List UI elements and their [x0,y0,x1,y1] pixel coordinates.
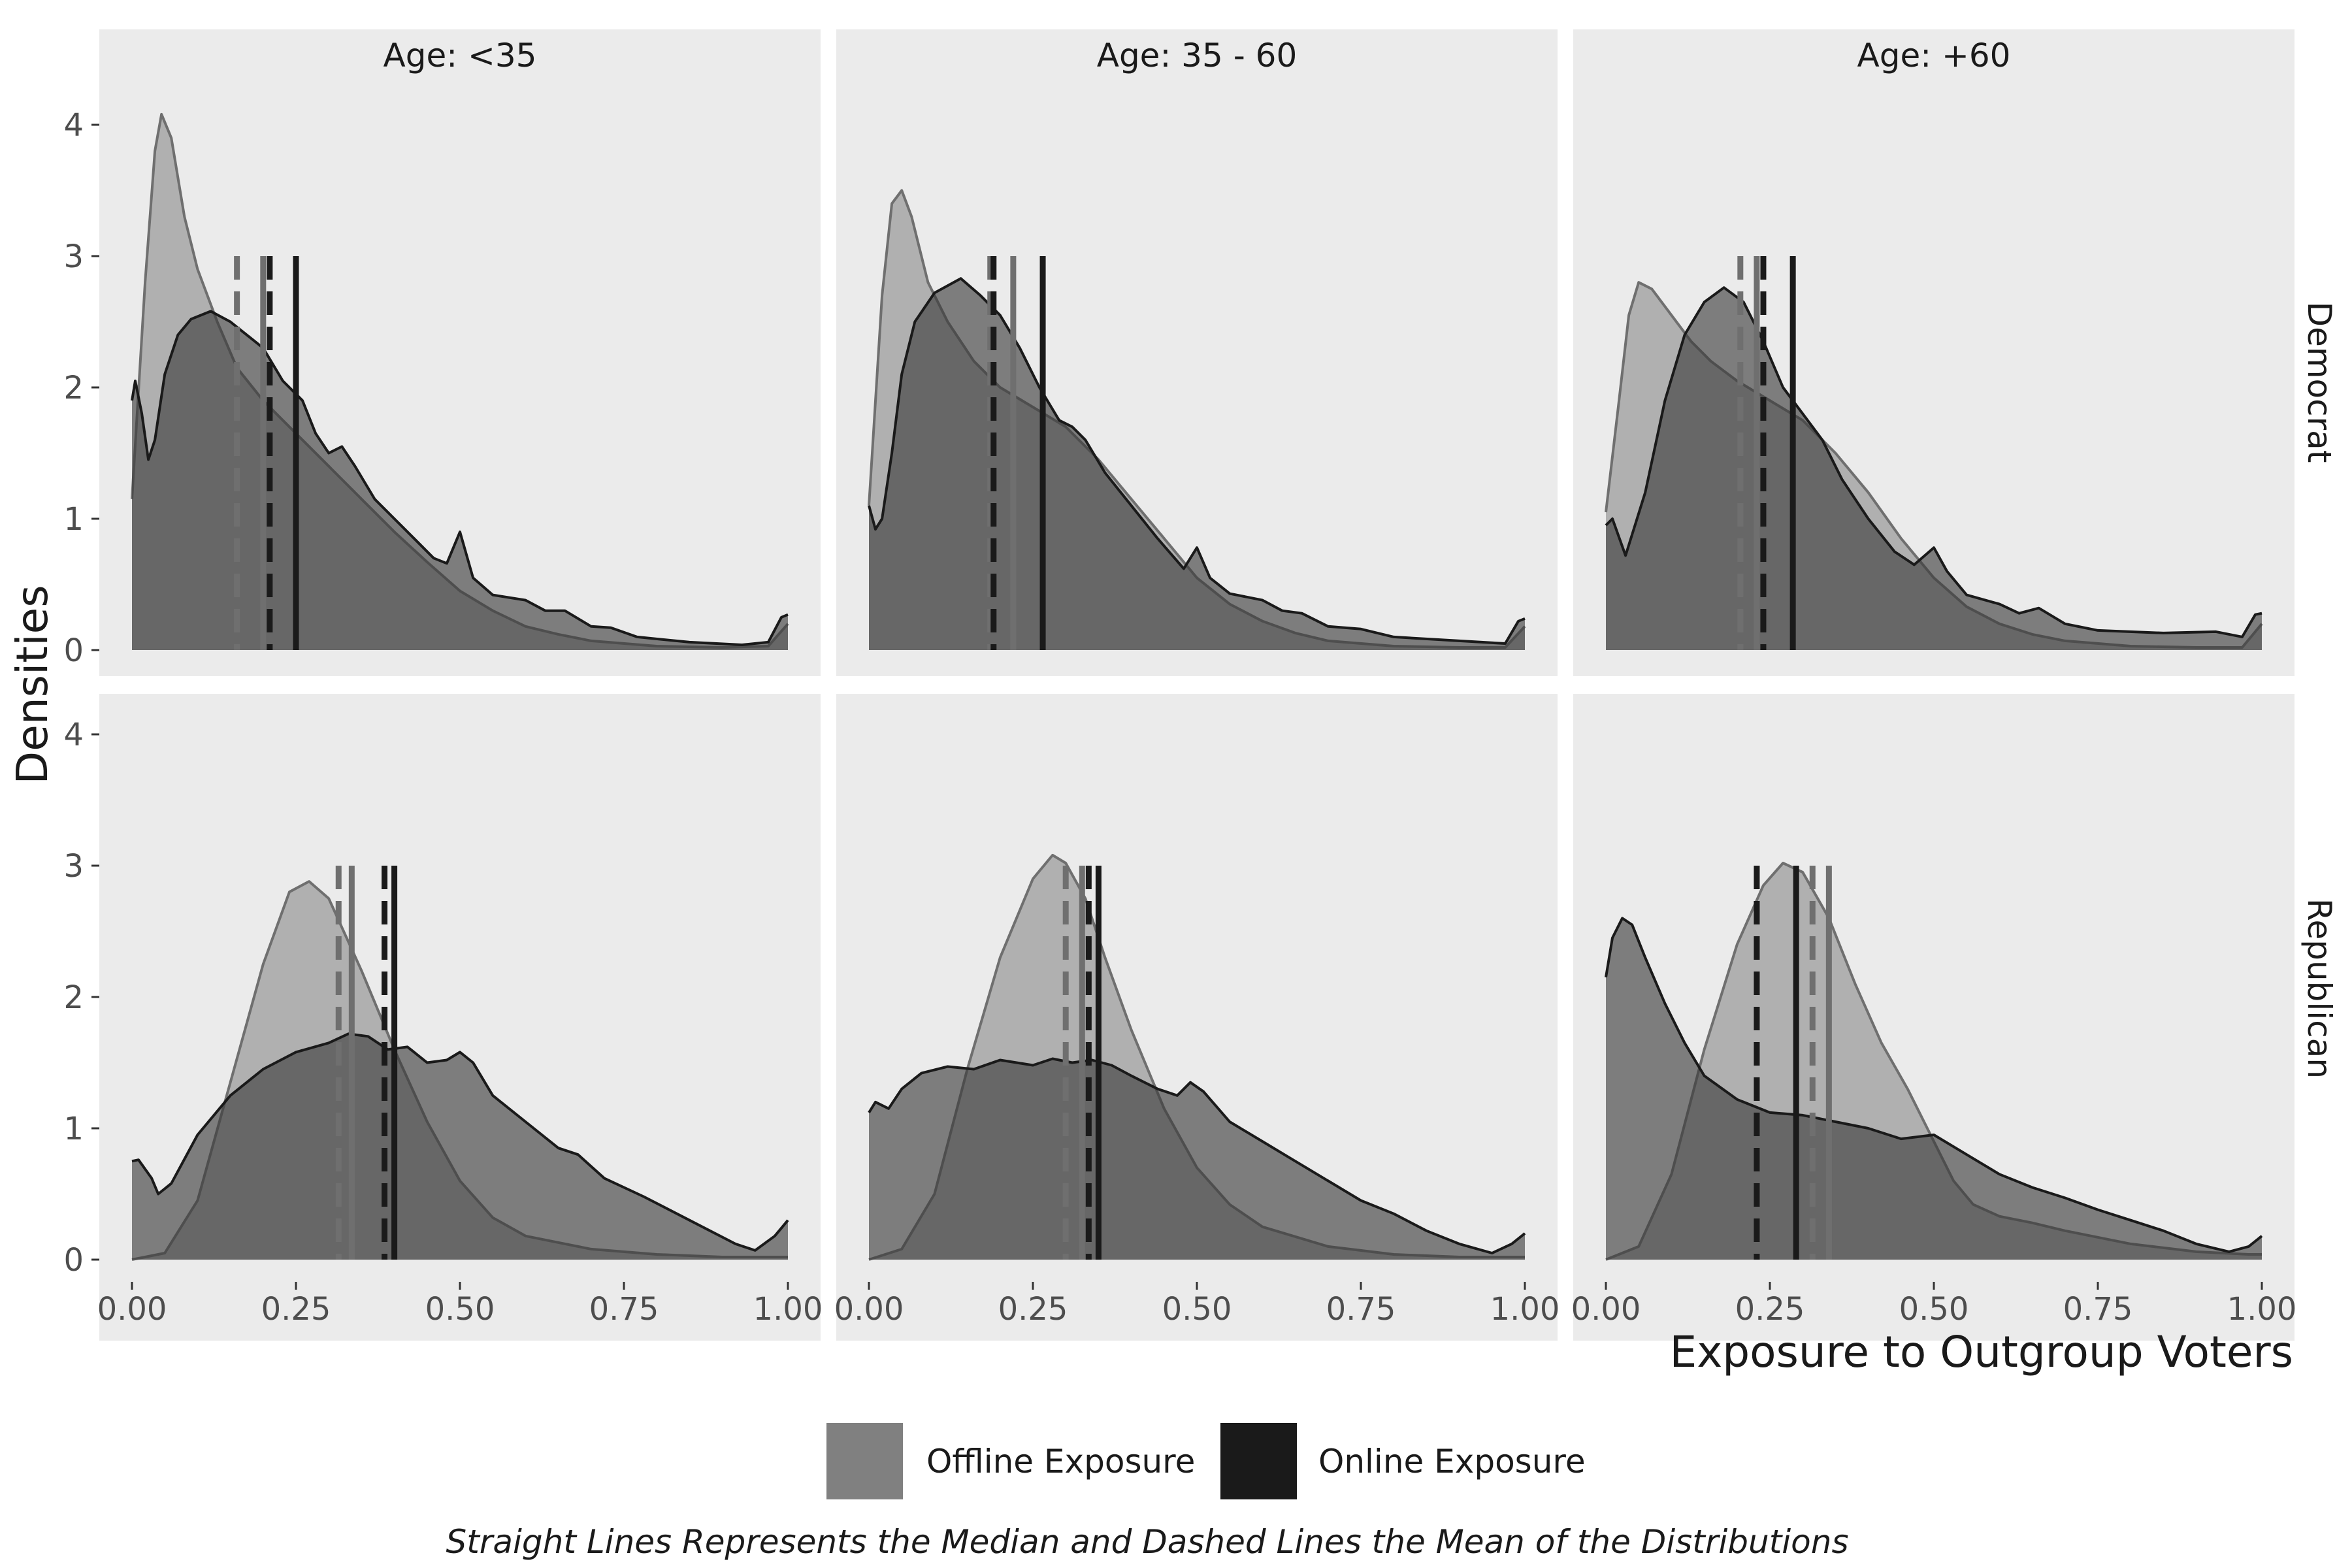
y-tick-label: 2 [63,370,84,406]
panel-0-0 [99,29,821,676]
row-strip-label-0: Democrat [2300,302,2338,463]
x-tick-label: 1.00 [1490,1291,1560,1328]
col-strip-label-1: Age: 35 - 60 [1097,37,1298,74]
online-density-area [1606,918,2262,1260]
panel-0-2 [1573,29,2295,676]
legend: Offline Exposure Online Exposure [826,1423,1586,1499]
panel-0-1 [836,29,1558,676]
strips-layer: Age: <35 Age: 35 - 60 Age: +60 Democrat Repu… [384,37,2338,1079]
legend-swatch-online [1220,1423,1297,1499]
col-strip-label-2: Age: +60 [1857,37,2011,74]
online-density-line [1605,917,2263,1253]
x-tick-label: 0.25 [998,1291,1068,1328]
col-strip-label-0: Age: <35 [384,37,537,74]
y-tick-label: 3 [63,238,84,275]
panel-1-1 [836,694,1558,1341]
panel-1-0 [99,694,821,1341]
online-density-area [869,278,1525,650]
panel-1-2 [1573,694,2295,1341]
y-tick-label: 3 [63,848,84,885]
y-tick-label: 1 [63,1111,84,1147]
x-tick-label: 0.50 [1899,1291,1969,1328]
online-density-line [131,1032,789,1252]
caption: Straight Lines Represents the Median and… [446,1523,1848,1561]
x-tick-label: 0.50 [425,1291,495,1328]
x-tick-label: 0.00 [1571,1291,1641,1328]
x-tick-label: 0.75 [2063,1291,2133,1328]
legend-label-offline: Offline Exposure [926,1443,1195,1480]
row-strip-label-1: Republican [2300,898,2338,1079]
x-axis-title: Exposure to Outgroup Voters [1670,1327,2294,1377]
ticks-layer: 0 1 2 3 4 0 1 2 3 4 0.00 0.25 0.50 0.75 1.00 0.00 0.25 0.… [63,107,2296,1328]
x-tick-label: 0.25 [1735,1291,1805,1328]
y-tick-label: 0 [63,1242,84,1279]
y-tick-label: 1 [63,501,84,538]
panels-layer [99,29,2295,1341]
x-tick-label: 0.75 [589,1291,659,1328]
legend-label-online: Online Exposure [1318,1443,1586,1480]
x-tick-label: 0.25 [261,1291,331,1328]
online-density-line [868,1057,1526,1254]
x-tick-label: 0.00 [97,1291,167,1328]
online-density-line [868,277,1526,645]
online-density-area [869,1058,1525,1260]
x-tick-label: 1.00 [753,1291,823,1328]
online-density-line [1605,286,2262,638]
x-tick-label: 0.75 [1326,1291,1396,1328]
y-tick-label: 0 [63,632,84,669]
y-axis-title: Densities [7,585,57,784]
y-tick-label: 2 [63,979,84,1016]
x-tick-label: 0.00 [834,1291,904,1328]
online-density-area [132,1034,788,1260]
y-tick-label: 4 [63,717,84,753]
online-density-area [1606,287,2262,650]
y-tick-label: 4 [63,107,84,144]
x-tick-label: 1.00 [2227,1291,2297,1328]
legend-swatch-offline [826,1423,903,1499]
x-tick-label: 0.50 [1162,1291,1232,1328]
online-density-line [131,310,789,646]
